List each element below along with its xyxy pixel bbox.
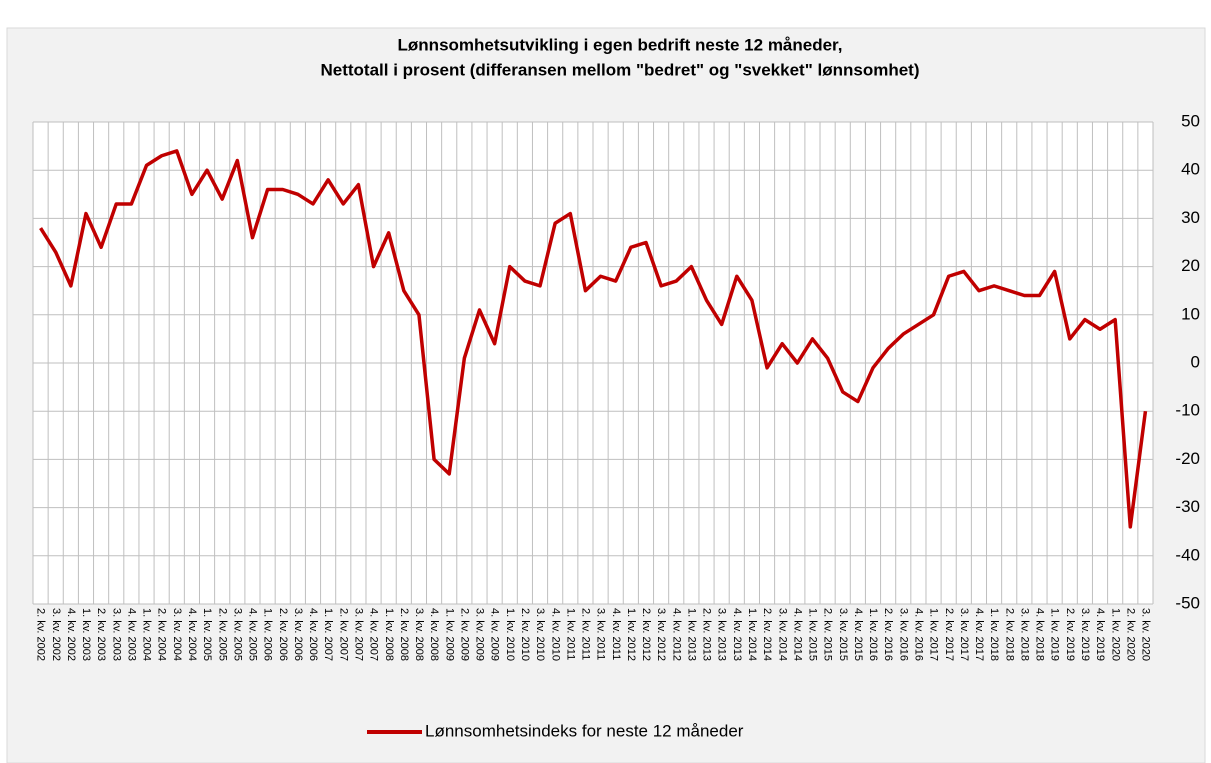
x-tick-label: 1. kv. 2012 [625, 608, 637, 661]
x-tick-label: 3. kv. 2020 [1140, 608, 1152, 661]
x-tick-label: 2. kv. 2010 [519, 608, 531, 661]
x-tick-label: 1. kv. 2011 [564, 608, 576, 660]
x-tick-label: 1. kv. 2009 [443, 608, 455, 661]
y-tick-label: 30 [1181, 208, 1200, 227]
x-tick-label: 4. kv. 2010 [549, 608, 561, 661]
x-tick-label: 1. kv. 2005 [201, 608, 213, 661]
x-tick-label: 3. kv. 2013 [716, 608, 728, 661]
x-tick-label: 2. kv. 2003 [95, 608, 107, 661]
chart-title: Lønnsomhetsutvikling i egen bedrift nest… [398, 35, 843, 54]
y-tick-label: 40 [1181, 160, 1200, 179]
x-tick-label: 4. kv. 2013 [731, 608, 743, 661]
x-tick-label: 3. kv. 2002 [50, 608, 62, 661]
x-tick-label: 2. kv. 2007 [337, 608, 349, 661]
x-tick-label: 4. kv. 2018 [1034, 608, 1046, 661]
y-tick-label: 20 [1181, 256, 1200, 275]
y-tick-label: -20 [1175, 449, 1200, 468]
y-tick-label: -10 [1175, 401, 1200, 420]
x-tick-label: 2. kv. 2005 [216, 608, 228, 661]
x-tick-label: 3. kv. 2019 [1079, 608, 1091, 661]
x-tick-label: 1. kv. 2016 [867, 608, 879, 661]
x-tick-label: 4. kv. 2007 [368, 608, 380, 661]
x-tick-label: 2. kv. 2002 [35, 608, 47, 661]
x-tick-label: 4. kv. 2004 [186, 608, 198, 661]
x-tick-label: 4. kv. 2009 [489, 608, 501, 661]
x-tick-label: 3. kv. 2018 [1018, 608, 1030, 661]
x-tick-label: 4. kv. 2012 [670, 608, 682, 661]
series-line [39, 149, 1148, 529]
x-tick-label: 4. kv. 2014 [791, 608, 803, 661]
x-tick-label: 4. kv. 2016 [912, 608, 924, 661]
x-tick-label: 3. kv. 2005 [231, 608, 243, 661]
y-tick-label: -30 [1175, 497, 1200, 516]
x-tick-label: 3. kv. 2010 [534, 608, 546, 661]
x-tick-label: 4. kv. 2017 [973, 608, 985, 661]
y-tick-label: 0 [1191, 352, 1200, 371]
x-tick-label: 3. kv. 2015 [837, 608, 849, 661]
x-tick-label: 4. kv. 2015 [852, 608, 864, 661]
x-tick-label: 1. kv. 2008 [383, 608, 395, 661]
x-tick-label: 4. kv. 2003 [125, 608, 137, 661]
x-tick-label: 3. kv. 2006 [292, 608, 304, 661]
y-tick-label: -50 [1175, 593, 1200, 612]
x-tick-label: 1. kv. 2020 [1109, 608, 1121, 661]
x-tick-label: 3. kv. 2008 [413, 608, 425, 661]
x-tick-label: 2. kv. 2015 [822, 608, 834, 661]
x-tick-label: 4. kv. 2011 [610, 608, 622, 660]
x-tick-label: 1. kv. 2015 [807, 608, 819, 661]
x-tick-label: 2. kv. 2017 [943, 608, 955, 661]
y-tick-label: 50 [1181, 111, 1200, 130]
x-tick-label: 2. kv. 2020 [1124, 608, 1136, 661]
x-tick-label: 3. kv. 2011 [595, 608, 607, 660]
x-tick-label: 4. kv. 2019 [1094, 608, 1106, 661]
x-tick-label: 1. kv. 2007 [322, 608, 334, 661]
x-tick-label: 2. kv. 2011 [580, 608, 592, 660]
x-tick-label: 2. kv. 2009 [458, 608, 470, 661]
x-tick-label: 3. kv. 2003 [110, 608, 122, 661]
x-tick-label: 1. kv. 2017 [928, 608, 940, 661]
x-tick-label: 2. kv. 2019 [1064, 608, 1076, 661]
x-tick-label: 2. kv. 2008 [398, 608, 410, 661]
x-tick-label: 4. kv. 2006 [307, 608, 319, 661]
x-tick-label: 1. kv. 2018 [988, 608, 1000, 661]
chart-subtitle: Nettotall i prosent (differansen mellom … [320, 60, 919, 79]
x-tick-label: 3. kv. 2012 [655, 608, 667, 661]
x-tick-label: 2. kv. 2014 [761, 608, 773, 661]
x-tick-label: 2. kv. 2016 [882, 608, 894, 661]
y-tick-label: 10 [1181, 304, 1200, 323]
x-tick-label: 1. kv. 2019 [1049, 608, 1061, 661]
x-tick-label: 1. kv. 2013 [685, 608, 697, 661]
x-tick-label: 3. kv. 2009 [474, 608, 486, 661]
x-tick-label: 1. kv. 2014 [746, 608, 758, 661]
x-tick-label: 3. kv. 2016 [897, 608, 909, 661]
x-tick-label: 3. kv. 2004 [171, 608, 183, 661]
x-tick-label: 2. kv. 2018 [1003, 608, 1015, 661]
x-tick-label: 1. kv. 2006 [262, 608, 274, 661]
x-tick-label: 2. kv. 2013 [701, 608, 713, 661]
x-tick-label: 3. kv. 2017 [958, 608, 970, 661]
x-tick-label: 4. kv. 2008 [428, 608, 440, 661]
x-tick-label: 2. kv. 2006 [277, 608, 289, 661]
x-tick-label: 2. kv. 2012 [640, 608, 652, 661]
legend-label: Lønnsomhetsindeks for neste 12 måneder [425, 721, 744, 740]
x-tick-label: 4. kv. 2005 [247, 608, 259, 661]
x-tick-label: 1. kv. 2010 [504, 608, 516, 661]
x-tick-label: 2. kv. 2004 [156, 608, 168, 661]
x-tick-label: 1. kv. 2003 [80, 608, 92, 661]
x-tick-label: 3. kv. 2014 [776, 608, 788, 661]
x-tick-label: 1. kv. 2004 [141, 608, 153, 661]
x-tick-label: 4. kv. 2002 [65, 608, 77, 661]
x-tick-label: 3. kv. 2007 [352, 608, 364, 661]
y-tick-label: -40 [1175, 545, 1200, 564]
